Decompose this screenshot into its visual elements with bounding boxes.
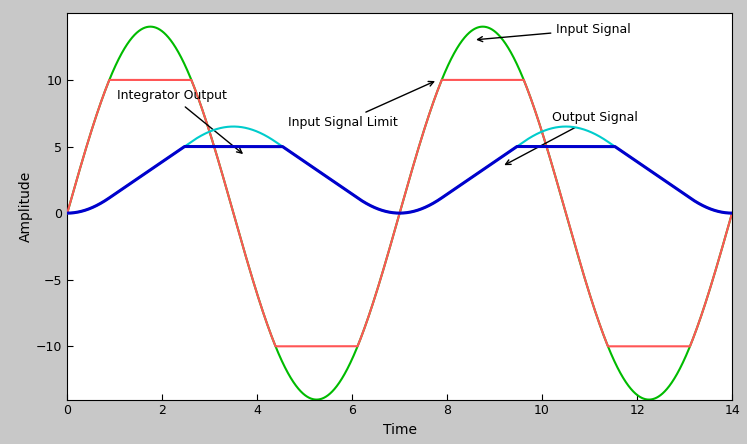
X-axis label: Time: Time	[382, 423, 417, 437]
Text: Integrator Output: Integrator Output	[117, 89, 242, 153]
Text: Input Signal: Input Signal	[477, 23, 631, 42]
Text: Output Signal: Output Signal	[506, 111, 637, 164]
Text: Input Signal Limit: Input Signal Limit	[288, 81, 434, 129]
Y-axis label: Amplitude: Amplitude	[19, 171, 33, 242]
